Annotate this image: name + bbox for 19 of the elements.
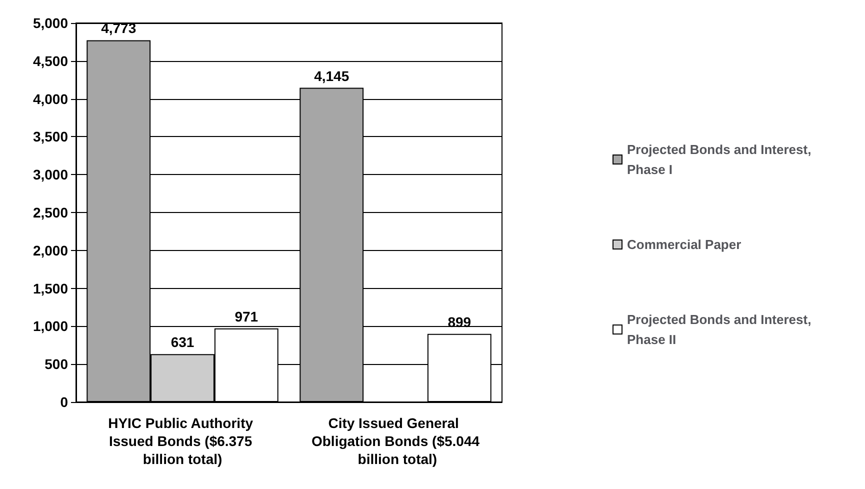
y-tick-label: 1,500 [32, 280, 68, 296]
x-tick-label: City Issued General Obligation Bonds ($5.044 billion total) [311, 415, 480, 467]
y-tick-label: 1,000 [32, 318, 68, 334]
y-tick-label: 3,000 [32, 166, 68, 183]
data-label: 4,145 [314, 68, 350, 84]
data-label: 631 [170, 334, 194, 350]
legend-label: Projected Bonds and Interest, Phase I [627, 142, 815, 177]
y-tick-label: 4,500 [32, 52, 68, 69]
y-tick-label: 2,500 [32, 204, 68, 220]
legend-label: Projected Bonds and Interest, Phase II [627, 312, 815, 347]
y-tick-label: 2,000 [32, 242, 68, 258]
data-label: 971 [234, 308, 258, 324]
y-tick-label: 0 [60, 394, 68, 410]
y-tick-label: 4,000 [32, 90, 68, 107]
x-tick-label: HYIC Public Authority Issued Bonds ($6.375 billion total) [108, 415, 257, 467]
y-tick-label: 500 [44, 356, 68, 372]
legend-label: Commercial Paper [627, 237, 742, 252]
y-tick-label: 5,000 [32, 15, 68, 31]
y-tick-label: 3,500 [32, 128, 68, 145]
